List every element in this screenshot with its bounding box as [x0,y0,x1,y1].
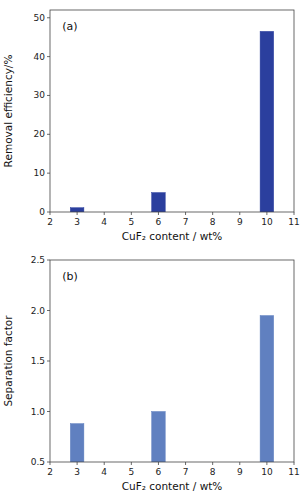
x-tick [294,462,295,465]
x-tick-label: 11 [288,467,299,477]
y-tick [47,462,50,463]
x-tick-label: 5 [128,467,134,477]
x-tick-label: 11 [288,217,299,227]
x-tick-label: 9 [237,217,243,227]
y-tick-label: 2.0 [31,306,46,316]
x-tick [185,212,186,215]
y-tick-label: 40 [34,52,46,62]
y-tick-label: 0.5 [31,457,45,467]
x-tick [104,212,105,215]
annotation: (a) [62,20,77,33]
x-tick [77,212,78,215]
x-axis-label: CuF₂ content / wt% [122,230,223,242]
x-tick [266,462,267,465]
x-tick-label: 3 [74,217,80,227]
y-tick-label: 30 [34,90,46,100]
x-tick-label: 5 [128,217,134,227]
x-tick-label: 2 [47,467,53,477]
x-tick [131,212,132,215]
y-tick-label: 0 [39,207,45,217]
x-axis-label: CuF₂ content / wt% [122,480,223,492]
plot-frame [50,260,294,462]
x-tick-label: 10 [261,467,273,477]
x-tick [104,462,105,465]
y-tick [47,361,50,362]
y-tick-label: 50 [34,13,46,23]
panel: 2 3 4 5 6 7 8 9 10 11 0 10 20 30 40 50 CuF₂ content / wt… [2,10,300,242]
bars [70,31,273,212]
y-tick [47,56,50,57]
x-tick [239,212,240,215]
bar [70,208,84,212]
x-tick-label: 6 [156,217,162,227]
y-tick-label: 10 [34,168,46,178]
y-tick [47,212,50,213]
x-tick-label: 8 [210,467,216,477]
x-tick-label: 7 [183,467,189,477]
x-tick-label: 8 [210,217,216,227]
x-tick-label: 3 [74,467,80,477]
bar [152,412,166,463]
x-tick [158,212,159,215]
panel: 2 3 4 5 6 7 8 9 10 11 0.5 1.0 1.5 2.0 2.5 CuF₂ content … [2,255,300,500]
y-tick-label: 2.5 [31,255,45,265]
bar [260,316,274,462]
x-tick [294,212,295,215]
x-tick [77,462,78,465]
bar [152,193,166,212]
y-tick [47,310,50,311]
x-tick [239,462,240,465]
x-tick-label: 4 [101,217,107,227]
y-tick [47,17,50,18]
y-tick [47,134,50,135]
bar [70,424,84,462]
x-tick [266,212,267,215]
x-tick-label: 10 [261,217,273,227]
y-tick [47,260,50,261]
x-tick [131,462,132,465]
x-tick-label: 6 [156,467,162,477]
y-tick-label: 1.0 [31,407,46,417]
x-tick [212,462,213,465]
x-tick-label: 7 [183,217,189,227]
chart-canvas: 2 3 4 5 6 7 8 9 10 11 0 10 20 30 40 50 CuF₂ content / wt… [0,0,304,500]
bar [260,31,274,212]
bars [70,316,273,462]
y-tick-label: 20 [34,129,46,139]
y-axis-label: Removal efficiency/% [2,55,14,168]
x-tick [158,462,159,465]
x-tick-label: 9 [237,467,243,477]
x-tick [50,212,51,215]
x-tick [212,212,213,215]
y-tick [47,173,50,174]
annotation: (b) [62,270,78,283]
y-axis-label: Separation factor [2,315,14,407]
y-tick-label: 1.5 [31,356,45,366]
x-tick-label: 2 [47,217,53,227]
plot-frame [50,10,294,212]
x-tick-label: 4 [101,467,107,477]
x-tick [50,462,51,465]
y-tick [47,411,50,412]
x-tick [185,462,186,465]
y-tick [47,95,50,96]
